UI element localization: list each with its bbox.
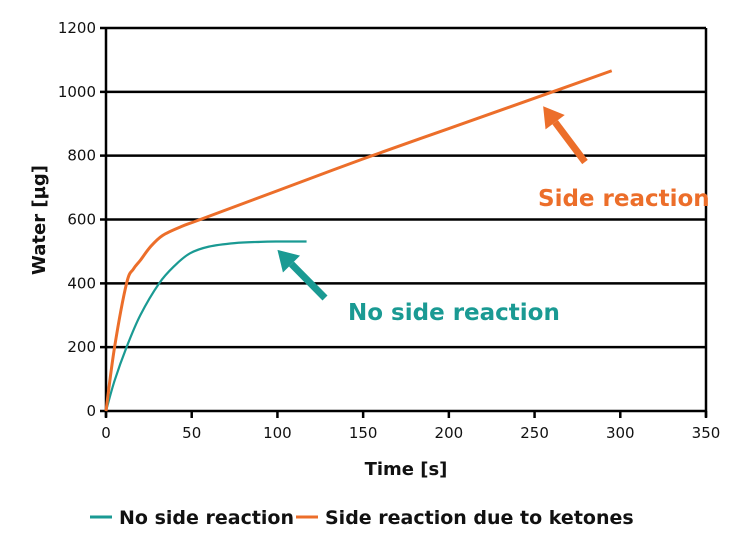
y-tick-label: 0 [86,402,96,420]
x-tick-label: 350 [692,424,721,442]
x-tick-label: 150 [349,424,378,442]
x-tick-label: 50 [182,424,201,442]
y-tick-label: 1000 [58,83,96,101]
series-lines [104,69,613,412]
annotation-side-reaction: Side reaction [538,186,710,212]
y-tick-label: 200 [67,338,96,356]
legend-label-no-side-reaction: No side reaction [119,507,294,529]
series-line-1 [104,69,613,412]
series-line-0 [104,240,307,412]
annotation-arrow-head [277,249,301,273]
x-tick-label: 250 [520,424,549,442]
legend: No side reaction Side reaction due to ke… [90,507,634,529]
x-tick-label: 0 [101,424,111,442]
y-tick-label: 600 [67,211,96,229]
y-tick-label: 800 [67,147,96,165]
x-tick-label: 300 [606,424,635,442]
x-tick-label: 100 [263,424,292,442]
y-ticks: 0 200 400 600 800 1000 1200 [58,19,96,420]
annotation-arrow-shaft [552,120,588,165]
annotation-arrow-head [543,106,565,130]
legend-label-side-reaction: Side reaction due to ketones [325,507,634,529]
y-axis-label: Water [µg] [29,165,50,275]
y-tick-label: 400 [67,274,96,292]
annotation-arrow-shaft [288,261,328,301]
x-axis-label: Time [s] [365,459,448,480]
x-tick-label: 200 [435,424,464,442]
x-ticks: 0 50 100 150 200 250 300 350 [101,424,720,442]
y-tick-label: 1200 [58,19,96,37]
annotation-arrows [277,106,588,301]
annotation-no-side-reaction: No side reaction [348,300,560,326]
